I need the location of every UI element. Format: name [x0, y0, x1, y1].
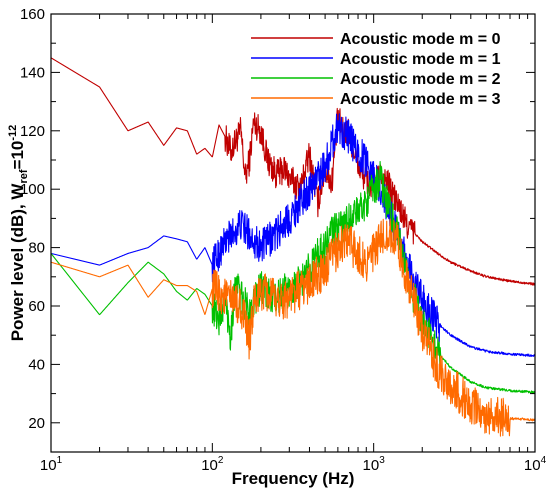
- series-line-m2: [50, 161, 536, 394]
- plot-frame: [50, 13, 536, 453]
- y-tick-label: 160: [20, 6, 45, 23]
- y-axis-title-ref: ref: [18, 169, 30, 183]
- x-tick-exponent: 4: [541, 455, 547, 466]
- y-axis-title-exp: -12: [7, 125, 19, 141]
- legend-label: Acoustic mode m = 1: [340, 51, 501, 68]
- x-tick-label: 104: [524, 455, 547, 474]
- y-axis-title-tail: =10: [8, 141, 27, 170]
- y-tick-label: 140: [20, 64, 45, 81]
- x-tick-exponent: 1: [57, 455, 63, 466]
- x-tick-label: 103: [363, 455, 386, 474]
- y-tick-label: 20: [28, 415, 45, 432]
- x-tick-label: 102: [201, 455, 224, 474]
- series-line-m1: [50, 113, 536, 357]
- y-axis-title: Power level (dB), Wref=10-12: [7, 125, 30, 342]
- x-axis-title: Frequency (Hz): [232, 469, 355, 488]
- y-axis-title-main: Power level (dB), W: [8, 183, 27, 342]
- y-tick-label: 120: [20, 123, 45, 140]
- x-tick-base: 10: [201, 457, 218, 474]
- x-tick-base: 10: [363, 457, 380, 474]
- legend: Acoustic mode m = 0 Acoustic mode m = 1 Ac…: [251, 31, 501, 108]
- y-tick-label: 60: [28, 298, 45, 315]
- x-tick-base: 10: [40, 457, 57, 474]
- legend-label: Acoustic mode m = 0: [340, 31, 501, 48]
- series-line-m3: [50, 218, 536, 437]
- ticks-layer: [50, 13, 536, 453]
- x-tick-exponent: 2: [218, 455, 224, 466]
- legend-label: Acoustic mode m = 2: [340, 71, 501, 88]
- series-line-m0: [50, 57, 536, 286]
- y-tick-label: 40: [28, 356, 45, 373]
- x-tick-base: 10: [524, 457, 541, 474]
- y-tick-label: 80: [28, 240, 45, 257]
- y-tick-label: 100: [20, 181, 45, 198]
- x-tick-label: 101: [40, 455, 63, 474]
- legend-label: Acoustic mode m = 3: [340, 91, 501, 108]
- x-tick-exponent: 3: [379, 455, 385, 466]
- series-layer: [50, 57, 536, 437]
